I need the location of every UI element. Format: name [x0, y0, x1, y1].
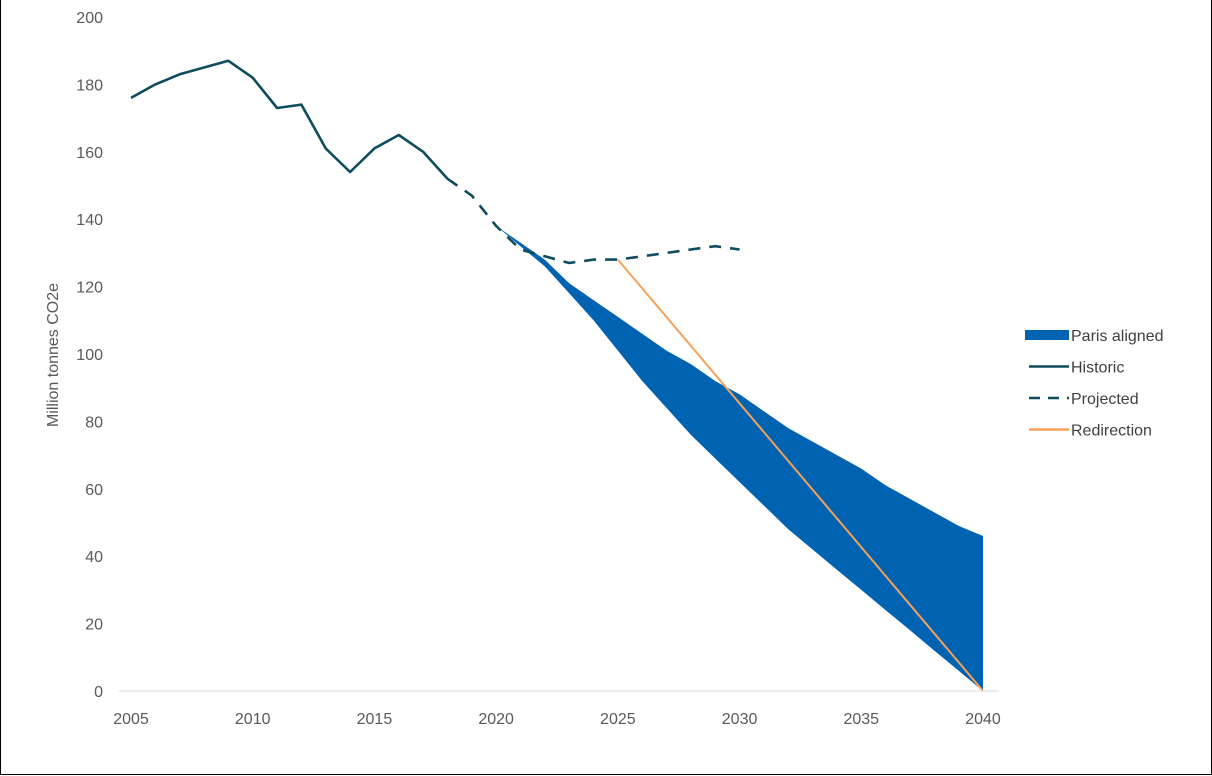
y-tick-label: 60	[85, 482, 103, 499]
y-tick-label: 80	[85, 414, 103, 431]
y-tick-label: 0	[94, 684, 103, 701]
series-redirection-line	[617, 258, 984, 692]
x-tick-label: 2005	[113, 711, 149, 728]
x-tick-label: 2025	[600, 711, 636, 728]
x-tick-label: 2020	[478, 711, 514, 728]
y-tick-label: 20	[85, 617, 103, 634]
series-projected-line	[446, 177, 740, 265]
x-tick-label: 2040	[965, 711, 1001, 728]
x-tick-label: 2015	[357, 711, 393, 728]
legend-label: Projected	[1071, 391, 1139, 408]
legend-swatch-band	[1025, 330, 1069, 340]
y-tick-label: 200	[76, 10, 103, 27]
y-axis-label: Million tonnes CO2e	[45, 283, 62, 427]
legend-label: Paris aligned	[1071, 328, 1164, 345]
x-tick-label: 2010	[235, 711, 271, 728]
series-historic-line	[130, 59, 449, 180]
legend-label: Redirection	[1071, 423, 1152, 440]
y-tick-label: 120	[76, 280, 103, 297]
series-paris-aligned-band	[496, 225, 983, 691]
y-tick-label: 40	[85, 549, 103, 566]
y-tick-label: 140	[76, 212, 103, 229]
x-tick-label: 2035	[843, 711, 879, 728]
y-tick-label: 160	[76, 145, 103, 162]
x-tick-label: 2030	[722, 711, 758, 728]
y-tick-label: 180	[76, 77, 103, 94]
legend-label: Historic	[1071, 360, 1124, 377]
legend: Paris aligned Historic Projected Redirectio…	[1025, 328, 1164, 440]
y-tick-label: 100	[76, 347, 103, 364]
